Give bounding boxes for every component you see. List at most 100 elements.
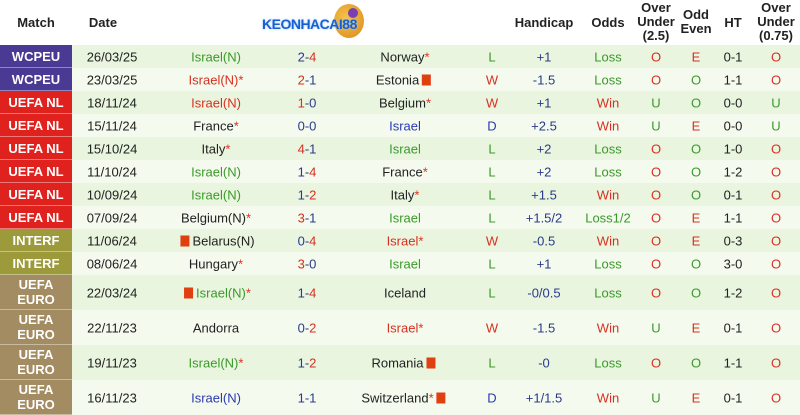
match-row[interactable]: UEFA NL 10/09/24 Israel(N) 1-2 Italy* L … [0,183,800,206]
score: 2-4 [297,49,317,64]
header-ht: HT [724,15,742,30]
header-over-under: Over Under (2.5) [637,0,675,43]
home-team[interactable]: Andorra [192,320,240,335]
handicap: -0 [538,355,550,370]
half-time-score: 0-3 [723,233,743,248]
odd-even: O [690,141,702,156]
match-row[interactable]: INTERF 11/06/24 Belarus(N) 0-4 Israel* W… [0,229,800,252]
away-team[interactable]: Israel [389,256,421,271]
away-team[interactable]: Israel [389,210,421,225]
odd-even: O [690,355,702,370]
league-badge[interactable]: UEFA NL [0,183,72,206]
away-team[interactable]: Belgium* [378,95,432,110]
league-badge[interactable]: UEFA EURO [0,275,72,310]
away-team[interactable]: Switzerland* [361,390,448,405]
favorite-star-icon: * [225,141,231,156]
score: 3-0 [297,256,317,271]
match-date: 15/11/24 [87,118,137,133]
league-badge[interactable]: INTERF [0,252,72,275]
over-under: O [650,141,662,156]
league-badge[interactable]: UEFA NL [0,160,72,183]
red-card-icon [436,392,446,403]
home-team[interactable]: Israel(N) [191,390,241,405]
home-team[interactable]: Israel(N) [191,187,241,202]
over-under-075: O [770,49,782,64]
odds-result: Win [596,118,620,133]
match-row[interactable]: UEFA NL 18/11/24 Israel(N) 1-0 Belgium* … [0,91,800,114]
match-row[interactable]: WCPEU 26/03/25 Israel(N) 2-4 Norway* L +… [0,45,800,68]
match-row[interactable]: UEFA EURO 16/11/23 Israel(N) 1-1 Switzer… [0,380,800,415]
match-row[interactable]: INTERF 08/06/24 Hungary* 3-0 Israel L +1… [0,252,800,275]
away-team[interactable]: Iceland [384,285,426,300]
league-badge[interactable]: UEFA NL [0,137,72,160]
over-under-075: O [770,210,782,225]
handicap: +1 [536,95,552,110]
league-badge[interactable]: INTERF [0,229,72,252]
odds-result: Loss [594,49,622,64]
league-badge[interactable]: UEFA EURO [0,310,72,345]
header-handicap: Handicap [514,15,574,30]
home-team[interactable]: Belarus(N) [177,233,255,248]
away-team[interactable]: Italy* [390,187,420,202]
match-row[interactable]: WCPEU 23/03/25 Israel(N)* 2-1 Estonia W … [0,68,800,91]
home-team[interactable]: Belgium(N)* [180,210,252,225]
league-badge[interactable]: UEFA EURO [0,345,72,380]
away-team[interactable]: Estonia [376,72,434,87]
away-team[interactable]: Israel* [386,233,424,248]
odds-result: Loss1/2 [585,210,631,225]
away-team[interactable]: Norway* [380,49,430,64]
match-row[interactable]: UEFA NL 15/10/24 Italy* 4-1 Israel L +2 … [0,137,800,160]
favorite-star-icon: * [238,256,244,271]
match-row[interactable]: UEFA EURO 19/11/23 Israel(N)* 1-2 Romani… [0,345,800,380]
away-team[interactable]: Israel* [386,320,424,335]
result: D [487,118,497,133]
match-row[interactable]: UEFA EURO 22/03/24 Israel(N)* 1-4 Icelan… [0,275,800,310]
odd-even: E [691,118,701,133]
league-badge[interactable]: WCPEU [0,68,72,91]
over-under-075: O [770,233,782,248]
home-team[interactable]: Israel(N) [191,164,241,179]
away-team[interactable]: Israel [389,118,421,133]
over-under: U [651,118,661,133]
match-date: 23/03/25 [86,72,138,87]
home-team[interactable]: Italy* [201,141,231,156]
score: 2-1 [297,72,317,87]
odds-result: Loss [594,256,622,271]
match-date: 22/03/24 [86,285,138,300]
league-badge[interactable]: WCPEU [0,45,72,68]
league-badge[interactable]: UEFA EURO [0,380,72,415]
home-team[interactable]: Israel(N)* [181,285,251,300]
home-team[interactable]: Israel(N) [191,95,241,110]
home-team[interactable]: Hungary* [188,256,244,271]
keonhacai88-logo: KEONHACAI88 [262,4,364,44]
match-row[interactable]: UEFA EURO 22/11/23 Andorra 0-2 Israel* W… [0,310,800,345]
home-team[interactable]: Israel(N) [191,49,241,64]
red-card-icon [426,357,436,368]
over-under: U [651,390,661,405]
away-team[interactable]: France* [382,164,428,179]
home-team[interactable]: Israel(N)* [188,355,244,370]
over-under: U [651,95,661,110]
match-row[interactable]: UEFA NL 11/10/24 Israel(N) 1-4 France* L… [0,160,800,183]
away-team[interactable]: Romania [371,355,438,370]
score: 4-1 [297,141,317,156]
match-date: 22/11/23 [87,320,137,335]
soccer-ball-icon [334,4,364,38]
red-card-icon [422,74,432,85]
favorite-star-icon: * [424,49,430,64]
home-team[interactable]: Israel(N)* [188,72,244,87]
league-badge[interactable]: UEFA NL [0,206,72,229]
match-date: 16/11/23 [87,390,137,405]
half-time-score: 1-1 [723,72,743,87]
handicap: +2 [536,141,552,156]
league-badge[interactable]: UEFA NL [0,91,72,114]
match-row[interactable]: UEFA NL 07/09/24 Belgium(N)* 3-1 Israel … [0,206,800,229]
match-row[interactable]: UEFA NL 15/11/24 France* 0-0 Israel D +2… [0,114,800,137]
handicap: +1.5 [531,187,557,202]
league-badge[interactable]: UEFA NL [0,114,72,137]
home-team[interactable]: France* [193,118,239,133]
away-team[interactable]: Israel [389,141,421,156]
favorite-star-icon: * [238,72,244,87]
match-list: WCPEU 26/03/25 Israel(N) 2-4 Norway* L +… [0,45,800,415]
odd-even: O [690,256,702,271]
